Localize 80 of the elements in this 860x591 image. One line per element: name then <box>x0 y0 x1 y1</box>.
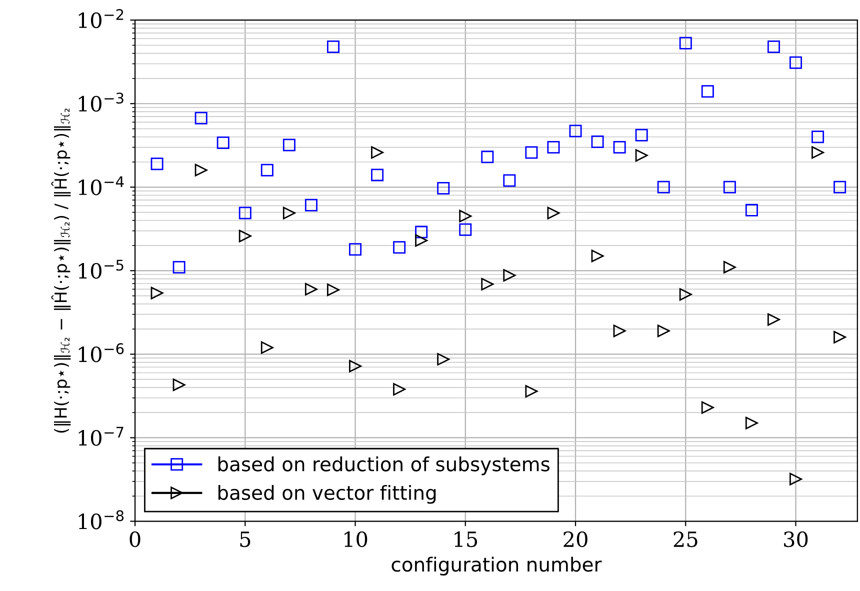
point <box>194 164 208 176</box>
point <box>834 180 846 194</box>
point <box>591 250 604 262</box>
point <box>150 158 164 170</box>
point <box>393 383 406 396</box>
point <box>525 385 538 398</box>
y-tick-label: 10$^{−4}$ <box>78 176 124 196</box>
x-tick-label: 5 <box>240 532 250 548</box>
point <box>282 138 296 152</box>
point <box>459 223 472 236</box>
point <box>613 141 626 154</box>
point <box>613 324 626 338</box>
point <box>349 360 362 372</box>
point <box>260 341 274 354</box>
point <box>503 174 516 187</box>
point <box>701 401 714 414</box>
point <box>812 130 824 144</box>
point <box>525 146 538 159</box>
point <box>150 286 164 300</box>
point <box>304 282 318 296</box>
point <box>635 149 648 162</box>
y-tick-label: 10$^{−6}$ <box>78 343 124 362</box>
point <box>767 40 780 53</box>
point <box>304 198 318 212</box>
point <box>437 182 450 195</box>
point <box>415 226 428 238</box>
x-tick-label: 30 <box>784 531 808 548</box>
point <box>723 260 736 274</box>
point <box>282 206 296 220</box>
y-tick-label: 10$^{−7}$ <box>78 426 124 446</box>
point <box>172 378 186 392</box>
y-tick-label: 10$^{−2}$ <box>78 9 124 28</box>
legend-label: based on vector fitting <box>218 484 436 504</box>
point <box>481 150 494 164</box>
point <box>745 204 758 216</box>
point <box>657 180 670 194</box>
point <box>790 56 802 69</box>
point <box>371 168 384 182</box>
x-tick-label: 20 <box>564 531 588 548</box>
point <box>834 330 846 344</box>
point <box>238 230 252 242</box>
point <box>481 278 494 290</box>
x-tick-label: 25 <box>674 531 698 548</box>
point <box>767 313 780 326</box>
point <box>635 128 648 142</box>
point <box>591 135 604 148</box>
point <box>679 36 692 50</box>
point <box>547 206 560 220</box>
point <box>812 146 824 159</box>
point <box>503 269 516 282</box>
point <box>371 146 384 159</box>
x-tick-label: 15 <box>454 531 478 548</box>
point <box>790 472 802 486</box>
point <box>459 210 472 222</box>
point <box>216 136 230 150</box>
point <box>657 324 670 338</box>
point <box>172 260 186 274</box>
y-tick-label: 10$^{−5}$ <box>78 260 124 279</box>
x-tick-label: 0 <box>130 531 140 548</box>
point <box>701 85 714 98</box>
point <box>437 353 450 366</box>
y-tick-label: 10$^{−3}$ <box>78 92 124 112</box>
point <box>415 234 428 247</box>
point <box>569 124 582 138</box>
y-tick-label: 10$^{−8}$ <box>78 510 124 530</box>
point <box>547 141 560 154</box>
point <box>326 284 340 296</box>
point <box>679 288 692 301</box>
point <box>260 164 274 176</box>
legend-label: based on reduction of subsystems <box>218 456 550 476</box>
point <box>723 180 736 194</box>
y-axis-title: (‖H(·;p⋆)‖$_{ℋ₂}$ − ‖Ĥ(·;p⋆)‖$_{ℋ₂}$) / ‖Ĥ(·;p⋆)‖$_{ℋ₂}$ <box>51 108 71 433</box>
point <box>194 112 208 124</box>
x-axis-title: configuration number <box>392 556 602 576</box>
point <box>745 416 758 430</box>
point <box>238 206 252 220</box>
x-tick-label: 10 <box>344 531 368 548</box>
point <box>326 40 340 53</box>
point <box>349 243 362 256</box>
point <box>393 241 406 254</box>
